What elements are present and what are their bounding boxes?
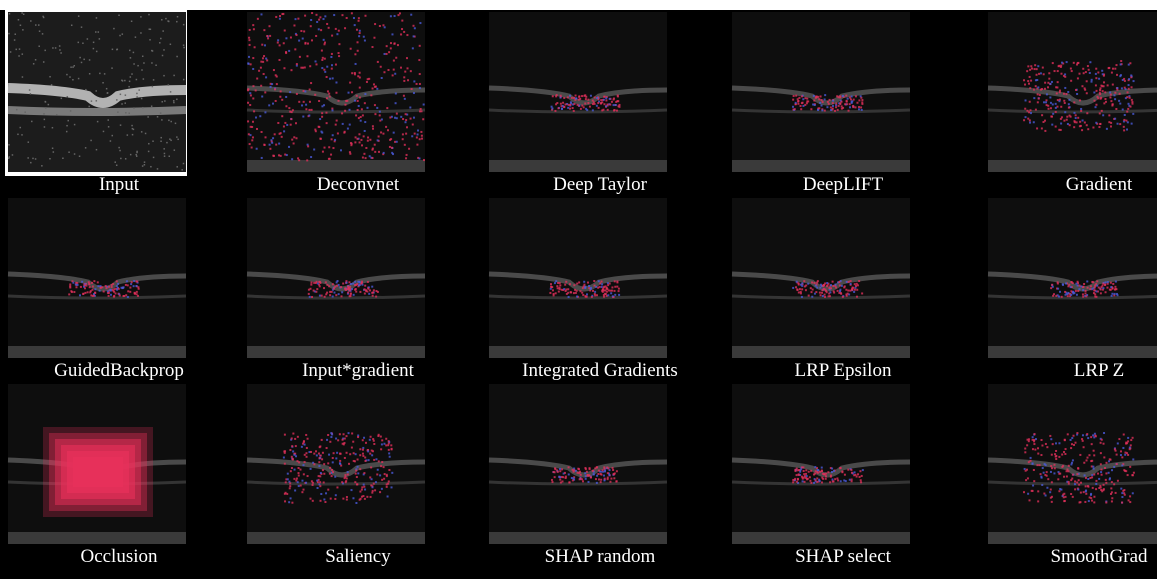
panel: Input*gradient	[242, 196, 474, 382]
panel-image	[983, 10, 1157, 176]
panel: Deconvnet	[242, 10, 474, 196]
panel-label: GuidedBackprop	[3, 360, 235, 382]
panel: Deep Taylor	[484, 10, 716, 196]
panel-label: Deconvnet	[242, 174, 474, 196]
panel: SHAP select	[727, 382, 959, 568]
panel-label: DeepLIFT	[727, 174, 959, 196]
panel-label: Deep Taylor	[484, 174, 716, 196]
panel-image	[242, 382, 474, 548]
panel-image	[983, 196, 1157, 362]
panel: DeepLIFT	[727, 10, 959, 196]
panel-label: Input*gradient	[242, 360, 474, 382]
panel-label: SmoothGrad	[983, 546, 1157, 568]
panel-label: LRP Epsilon	[727, 360, 959, 382]
panel-image	[242, 196, 474, 362]
page: Input Deconvnet Deep Taylor DeepLIFT Gradien…	[0, 0, 1157, 579]
panel: Input	[3, 10, 235, 196]
panel: GuidedBackprop	[3, 196, 235, 382]
panel: Occlusion	[3, 382, 235, 568]
panel-label: SHAP select	[727, 546, 959, 568]
panel: Saliency	[242, 382, 474, 568]
panel-image	[484, 196, 716, 362]
panel: LRP Epsilon	[727, 196, 959, 382]
panel-image	[727, 196, 959, 362]
panel: Gradient	[983, 10, 1157, 196]
panel-image	[242, 10, 474, 176]
panel-image	[727, 382, 959, 548]
panel-label: Gradient	[983, 174, 1157, 196]
panel-image	[727, 10, 959, 176]
panel: LRP Z	[983, 196, 1157, 382]
panel-label: Saliency	[242, 546, 474, 568]
panel: SmoothGrad	[983, 382, 1157, 568]
figure: Input Deconvnet Deep Taylor DeepLIFT Gradien…	[0, 10, 1157, 579]
panel-image	[484, 382, 716, 548]
panel-image	[3, 196, 235, 362]
panel-label: LRP Z	[983, 360, 1157, 382]
panel-label: Occlusion	[3, 546, 235, 568]
panel-label: SHAP random	[484, 546, 716, 568]
panel-image	[3, 382, 235, 548]
panel: Integrated Gradients	[484, 196, 716, 382]
panel-image	[983, 382, 1157, 548]
panel-label: Integrated Gradients	[484, 360, 716, 382]
panel-image	[3, 10, 235, 176]
panel-image	[484, 10, 716, 176]
panel: SHAP random	[484, 382, 716, 568]
panel-label: Input	[3, 174, 235, 196]
